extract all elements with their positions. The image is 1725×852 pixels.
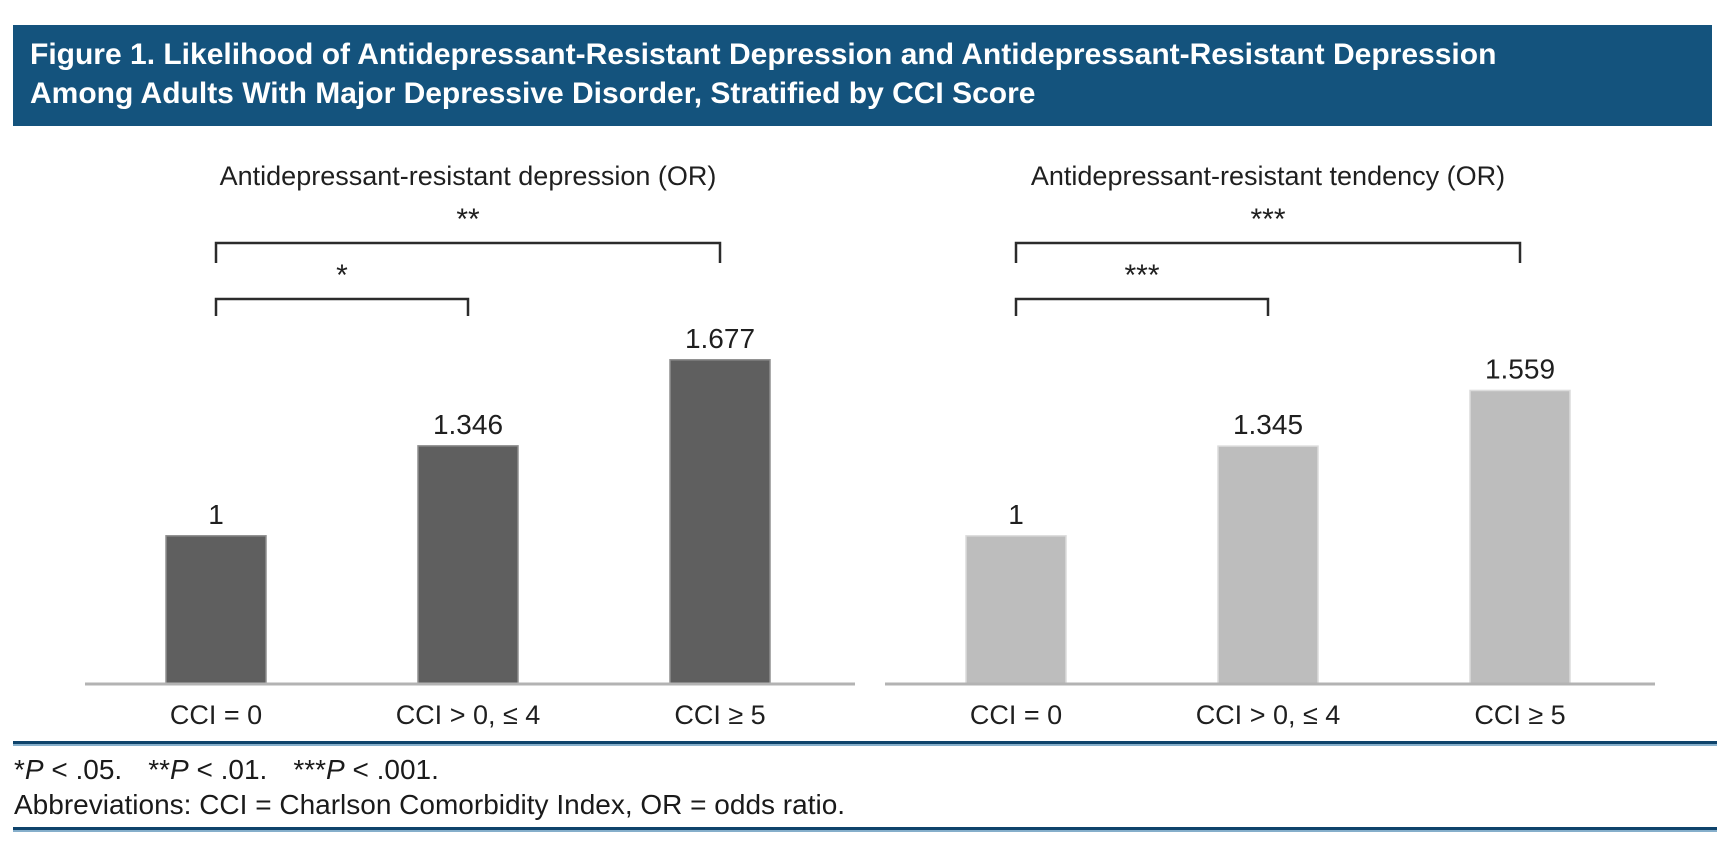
chart-title: Antidepressant-resistant depression (OR) [220, 161, 717, 191]
x-axis-category-label: CCI > 0, ≤ 4 [1196, 700, 1341, 730]
chart-antidepressant-resistant-tendency: Antidepressant-resistant tendency (OR) **… [885, 140, 1655, 732]
bar-chart-depression-or: Antidepressant-resistant depression (OR)… [85, 161, 855, 730]
abbreviations-footnote-line: Abbreviations: CCI = Charlson Comorbidit… [14, 789, 846, 820]
bar-value-label: 1.677 [685, 323, 755, 354]
significance-bracket [1014, 241, 1522, 263]
x-axis-category-label: CCI = 0 [170, 700, 262, 730]
bar [965, 535, 1067, 685]
bar-chart-tendency-or: Antidepressant-resistant tendency (OR) **… [885, 161, 1655, 730]
chart-antidepressant-resistant-depression: Antidepressant-resistant depression (OR)… [85, 140, 855, 732]
sig-clause-p001: ***P < .001. [293, 754, 439, 785]
significance-bracket [1014, 297, 1270, 316]
significance-label: ** [456, 203, 480, 236]
bar [417, 445, 519, 685]
bar [669, 359, 771, 685]
significance-label: *** [1124, 259, 1159, 292]
footnote-divider-rule [13, 741, 1717, 746]
bar-value-label: 1.559 [1485, 353, 1555, 384]
sig-clause-p01: **P < .01. [148, 754, 268, 785]
significance-label: * [336, 259, 348, 292]
figure-bottom-rule [13, 827, 1717, 832]
bar-value-label: 1 [1008, 499, 1024, 530]
significance-bracket [214, 241, 722, 263]
bar-value-label: 1.346 [433, 409, 503, 440]
x-axis-category-label: CCI = 0 [970, 700, 1062, 730]
significance-label: *** [1250, 203, 1285, 236]
x-axis-category-label: CCI ≥ 5 [674, 700, 765, 730]
figure-footnotes: *P < .05. **P < .01. ***P < .001. Abbrevia… [14, 752, 845, 822]
figure-title-line-2: Among Adults With Major Depressive Disor… [30, 77, 1036, 110]
bar-value-label: 1 [208, 499, 224, 530]
bar [165, 535, 267, 685]
chart-title: Antidepressant-resistant tendency (OR) [1031, 161, 1505, 191]
bar [1217, 445, 1319, 685]
significance-bracket [214, 297, 470, 316]
figure-title-line-1: Figure 1. Likelihood of Antidepressant-R… [30, 38, 1497, 71]
bar-value-label: 1.345 [1233, 409, 1303, 440]
bar [1469, 389, 1571, 685]
x-axis-category-label: CCI > 0, ≤ 4 [396, 700, 541, 730]
figure-title-bar: Figure 1. Likelihood of Antidepressant-R… [13, 25, 1712, 126]
significance-footnote-line: *P < .05. **P < .01. ***P < .001. [14, 752, 845, 787]
x-axis-category-label: CCI ≥ 5 [1474, 700, 1565, 730]
sig-clause-p05: *P < .05. [14, 754, 123, 785]
